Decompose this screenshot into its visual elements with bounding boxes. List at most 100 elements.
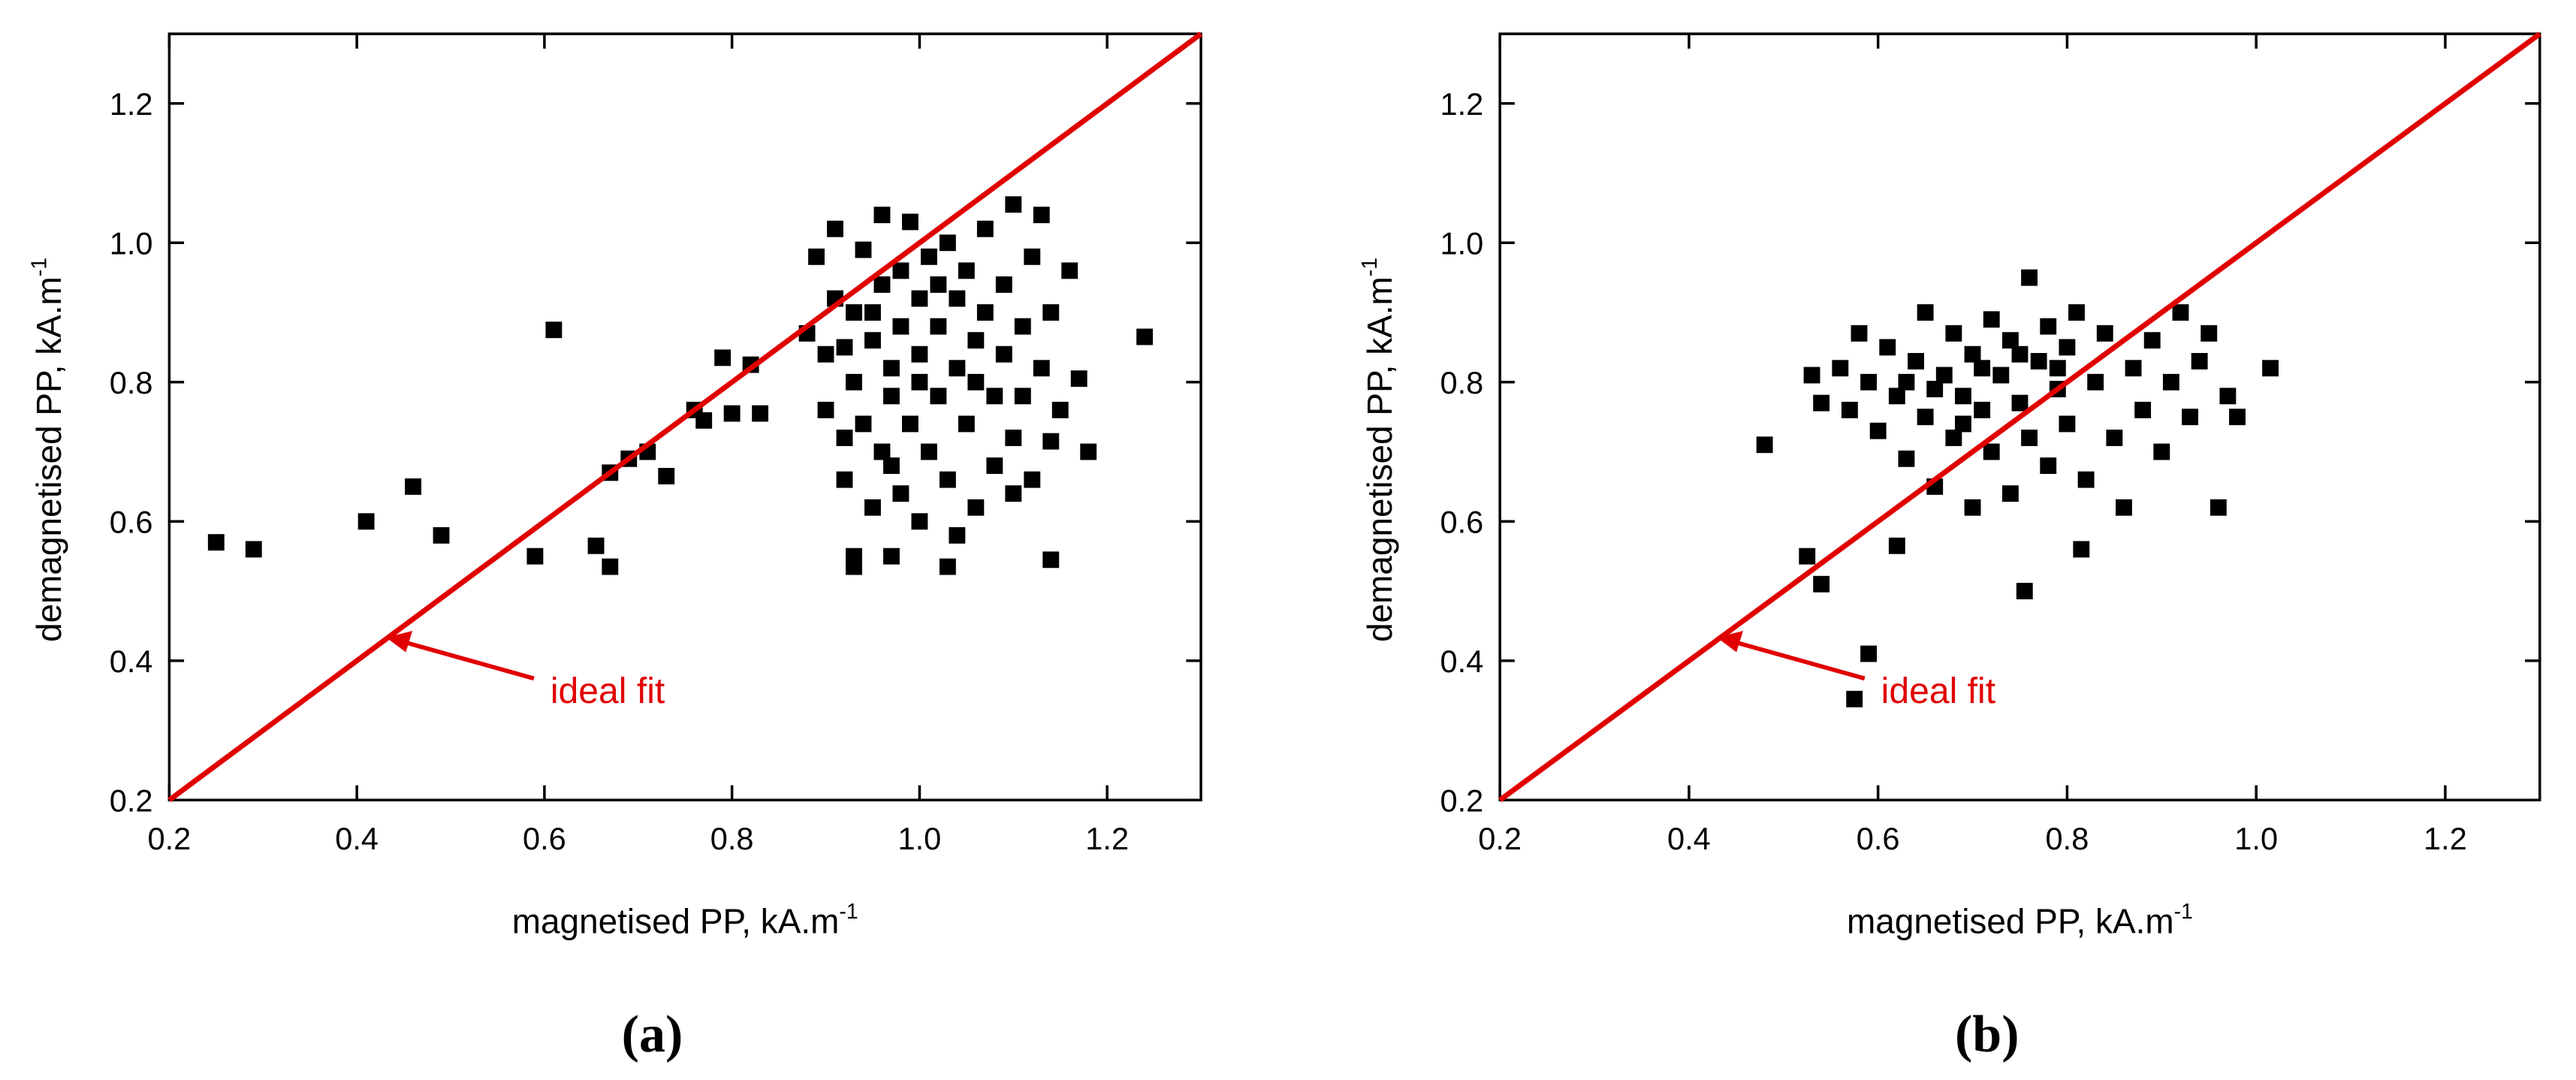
point bbox=[930, 318, 947, 335]
point bbox=[1846, 690, 1863, 707]
point bbox=[901, 415, 918, 433]
point bbox=[949, 360, 966, 377]
point bbox=[1803, 367, 1820, 384]
point bbox=[405, 478, 422, 495]
point bbox=[1860, 645, 1878, 662]
x-tick-label: 1.2 bbox=[1085, 821, 1129, 856]
point bbox=[1851, 324, 1868, 342]
point bbox=[1841, 401, 1858, 418]
point bbox=[1917, 409, 1934, 426]
point bbox=[1898, 450, 1915, 467]
point bbox=[855, 415, 872, 433]
point bbox=[602, 558, 619, 575]
point bbox=[1974, 401, 1991, 418]
point bbox=[920, 443, 937, 460]
point bbox=[892, 262, 909, 279]
point bbox=[2059, 415, 2076, 433]
point bbox=[1042, 304, 1060, 321]
point bbox=[901, 213, 918, 231]
point bbox=[2153, 443, 2170, 460]
x-tick-label: 1.2 bbox=[2424, 821, 2467, 856]
point bbox=[930, 276, 947, 293]
point bbox=[1813, 394, 1830, 412]
point bbox=[1070, 370, 1087, 388]
y-tick-label: 0.6 bbox=[110, 505, 153, 540]
point bbox=[1136, 328, 1154, 345]
point bbox=[526, 548, 544, 565]
panel-label: (b) bbox=[1955, 1006, 2019, 1063]
point bbox=[2001, 332, 2019, 349]
x-tick-label: 0.2 bbox=[147, 821, 191, 856]
point bbox=[2001, 485, 2019, 502]
y-axis-title-sup: -1 bbox=[1358, 258, 1382, 276]
point bbox=[958, 415, 975, 433]
point bbox=[967, 332, 985, 349]
point bbox=[2030, 353, 2047, 370]
x-tick-label: 0.6 bbox=[1857, 821, 1900, 856]
y-tick-label: 1.0 bbox=[1440, 226, 1484, 261]
y-axis-title-sup: -1 bbox=[27, 258, 51, 276]
point bbox=[695, 412, 713, 429]
point bbox=[855, 241, 872, 258]
point bbox=[827, 220, 843, 237]
point bbox=[1869, 422, 1887, 439]
point bbox=[1005, 196, 1022, 213]
point bbox=[1051, 401, 1069, 418]
point bbox=[723, 405, 741, 422]
point bbox=[2134, 401, 2152, 418]
x-axis-title: magnetised PP, kA.m-1 bbox=[1847, 900, 2193, 941]
point bbox=[2049, 360, 2066, 377]
point bbox=[2191, 353, 2208, 370]
point bbox=[986, 457, 1003, 475]
point bbox=[1080, 443, 1097, 460]
point bbox=[2262, 360, 2279, 377]
point bbox=[808, 248, 825, 265]
x-axis-title-sup: -1 bbox=[2174, 900, 2193, 924]
point bbox=[873, 276, 891, 293]
point bbox=[864, 332, 881, 349]
point bbox=[836, 430, 853, 446]
point bbox=[2059, 339, 2076, 356]
point bbox=[967, 499, 985, 516]
point bbox=[1813, 575, 1830, 593]
annotation-arrow bbox=[398, 638, 535, 681]
point bbox=[1917, 304, 1934, 321]
y-axis-title: demagnetised PP, kA.m-1 bbox=[27, 258, 68, 642]
point bbox=[2040, 457, 2057, 475]
y-tick-label: 1.2 bbox=[1440, 86, 1484, 122]
y-tick-label: 0.2 bbox=[1440, 783, 1484, 819]
point bbox=[2219, 388, 2237, 405]
point bbox=[433, 526, 450, 544]
point bbox=[1955, 415, 1971, 433]
annotation-arrowhead bbox=[386, 630, 413, 653]
point bbox=[2143, 332, 2161, 349]
point bbox=[817, 345, 834, 363]
point bbox=[1908, 353, 1924, 370]
plot-frame bbox=[1498, 32, 2541, 802]
point bbox=[245, 541, 262, 558]
point bbox=[920, 248, 937, 265]
point bbox=[846, 373, 862, 391]
point bbox=[587, 537, 605, 554]
point bbox=[2210, 499, 2227, 516]
x-tick-label: 0.8 bbox=[710, 821, 754, 856]
panel-label: (a) bbox=[622, 1006, 683, 1063]
point bbox=[752, 405, 769, 422]
x-axis-title-text: magnetised PP, kA.m bbox=[1847, 901, 2174, 940]
point bbox=[958, 262, 975, 279]
y-tick-label: 0.8 bbox=[110, 365, 153, 400]
x-tick-label: 0.6 bbox=[523, 821, 566, 856]
point bbox=[357, 513, 375, 530]
point bbox=[2073, 541, 2090, 558]
point bbox=[817, 401, 834, 418]
point bbox=[714, 349, 731, 367]
point bbox=[883, 360, 900, 377]
ideal-fit-line bbox=[167, 32, 1203, 803]
x-tick-label: 1.0 bbox=[2234, 821, 2278, 856]
point bbox=[911, 290, 928, 307]
point bbox=[2068, 304, 2085, 321]
point bbox=[976, 220, 994, 237]
point bbox=[864, 304, 881, 321]
x-tick-label: 0.2 bbox=[1478, 821, 1522, 856]
point bbox=[2182, 409, 2199, 426]
